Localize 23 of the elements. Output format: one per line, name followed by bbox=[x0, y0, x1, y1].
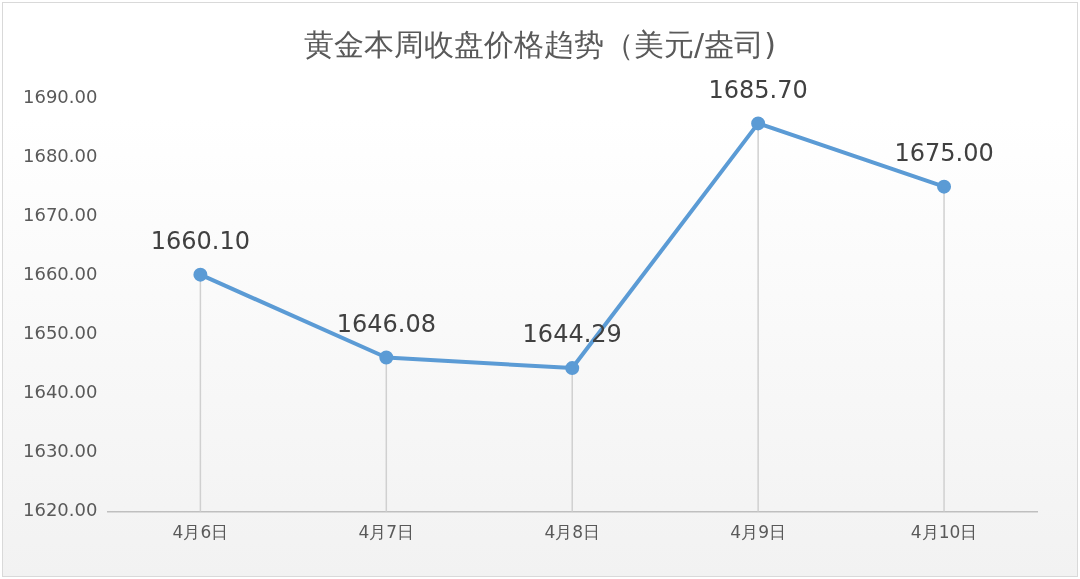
text: 1675.00 bbox=[894, 138, 994, 167]
y-tick-label: 1680.00 bbox=[23, 144, 98, 166]
y-tick-label: 1670.00 bbox=[23, 203, 98, 225]
point bbox=[379, 350, 394, 365]
point bbox=[565, 361, 580, 376]
point bbox=[751, 116, 766, 131]
x-tick-label: 4月9日 bbox=[730, 522, 786, 543]
x-tick-label: 4月10日 bbox=[910, 522, 978, 543]
x-tick-label: 4月8日 bbox=[544, 522, 601, 543]
chart-title: 黄金本周收盘价格趋势（美元/盎司) bbox=[303, 26, 777, 64]
text: 1685.70 bbox=[708, 75, 808, 104]
y-tick-label: 1640.00 bbox=[23, 381, 98, 403]
y-tick-label: 1690.00 bbox=[23, 85, 98, 107]
y-tick-label: 1620.00 bbox=[23, 499, 98, 521]
y-tick-label: 1630.00 bbox=[23, 440, 98, 462]
point bbox=[937, 179, 952, 194]
text: 1646.08 bbox=[336, 309, 436, 338]
x-tick-label: 4月6日 bbox=[172, 522, 229, 543]
point bbox=[193, 267, 208, 282]
y-tick-label: 1650.00 bbox=[23, 322, 98, 344]
x-tick-label: 4月7日 bbox=[358, 522, 415, 543]
y-tick-label: 1660.00 bbox=[23, 262, 98, 284]
text: 1660.10 bbox=[150, 226, 251, 255]
